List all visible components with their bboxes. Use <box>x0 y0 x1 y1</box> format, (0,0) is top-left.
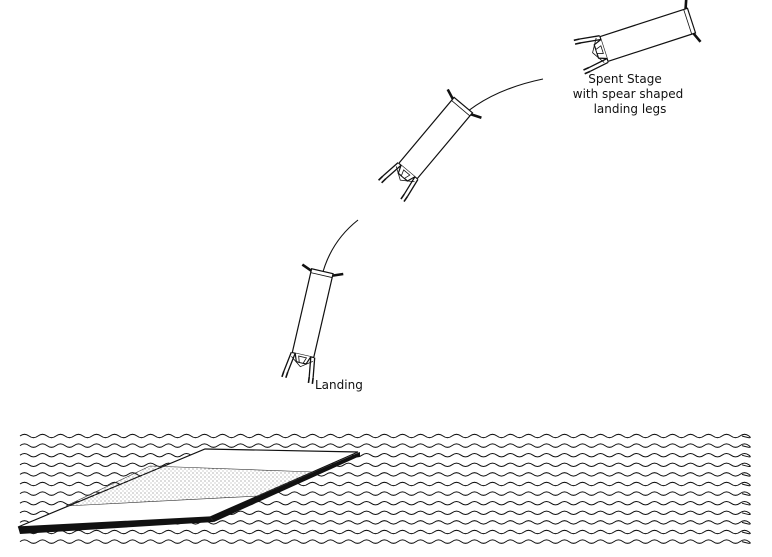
stage-nozzle <box>298 355 308 364</box>
stage-fin <box>470 113 482 119</box>
spear-tip <box>381 178 387 184</box>
wave-line <box>19 462 751 467</box>
spear-tip <box>281 370 285 378</box>
stage-fin <box>446 88 454 100</box>
platform-bottom-edge <box>18 517 214 534</box>
spear-leg <box>283 352 292 372</box>
stage-body <box>397 96 474 180</box>
spear-tip <box>378 175 384 181</box>
stage-cap-line <box>683 9 693 35</box>
platform-stippled-zone <box>65 465 315 507</box>
descending-stage-rocket <box>378 88 482 203</box>
stage-fin <box>692 32 702 43</box>
leg-brace <box>291 356 313 368</box>
landing-platform <box>17 448 360 534</box>
wave-line <box>19 529 751 535</box>
spear-tip <box>400 193 405 200</box>
spear-tip <box>574 42 582 45</box>
spear-leg <box>312 357 316 378</box>
spear-leg <box>589 61 609 72</box>
spear-tip <box>573 38 580 42</box>
spear-leg <box>579 35 600 40</box>
spent-stage-rocket <box>573 0 702 75</box>
spear-tip <box>311 377 314 384</box>
leg-brace <box>592 37 605 63</box>
spear-leg <box>308 356 312 378</box>
spear-leg <box>588 57 608 69</box>
leg-brace <box>395 166 415 183</box>
spear-leg <box>580 38 602 44</box>
label-spent-stage-line3: landing legs <box>594 102 667 116</box>
spear-tip <box>584 70 591 75</box>
landing-stage-rocket <box>281 263 344 384</box>
stage-fin <box>684 0 688 9</box>
label-landing: Landing <box>315 378 363 392</box>
stage-body <box>291 268 334 359</box>
wave-line <box>19 433 751 439</box>
wave-line <box>19 443 751 448</box>
spear-tip <box>583 66 590 71</box>
label-spent-stage-line2: with spear shaped <box>573 87 683 101</box>
wave-line <box>19 453 751 458</box>
spear-tip <box>285 371 289 378</box>
stage-fin <box>301 263 312 272</box>
trajectory <box>314 78 544 305</box>
wave-line <box>19 539 751 544</box>
spear-tip <box>307 376 311 384</box>
stage-cap-line <box>451 100 471 117</box>
spear-tip <box>403 196 409 203</box>
spear-leg <box>382 162 399 177</box>
label-spent-stage-line1: Spent Stage <box>588 72 661 86</box>
stage-fin <box>332 272 344 277</box>
stage-cap-line <box>310 272 333 278</box>
spear-leg <box>287 352 296 373</box>
stage-body <box>599 7 697 63</box>
platform-side-edge <box>210 452 360 522</box>
spear-leg <box>406 179 419 197</box>
stage-nozzle <box>595 45 604 54</box>
stage-nozzle <box>400 169 411 179</box>
spear-leg <box>385 164 402 180</box>
spear-leg <box>403 176 416 195</box>
